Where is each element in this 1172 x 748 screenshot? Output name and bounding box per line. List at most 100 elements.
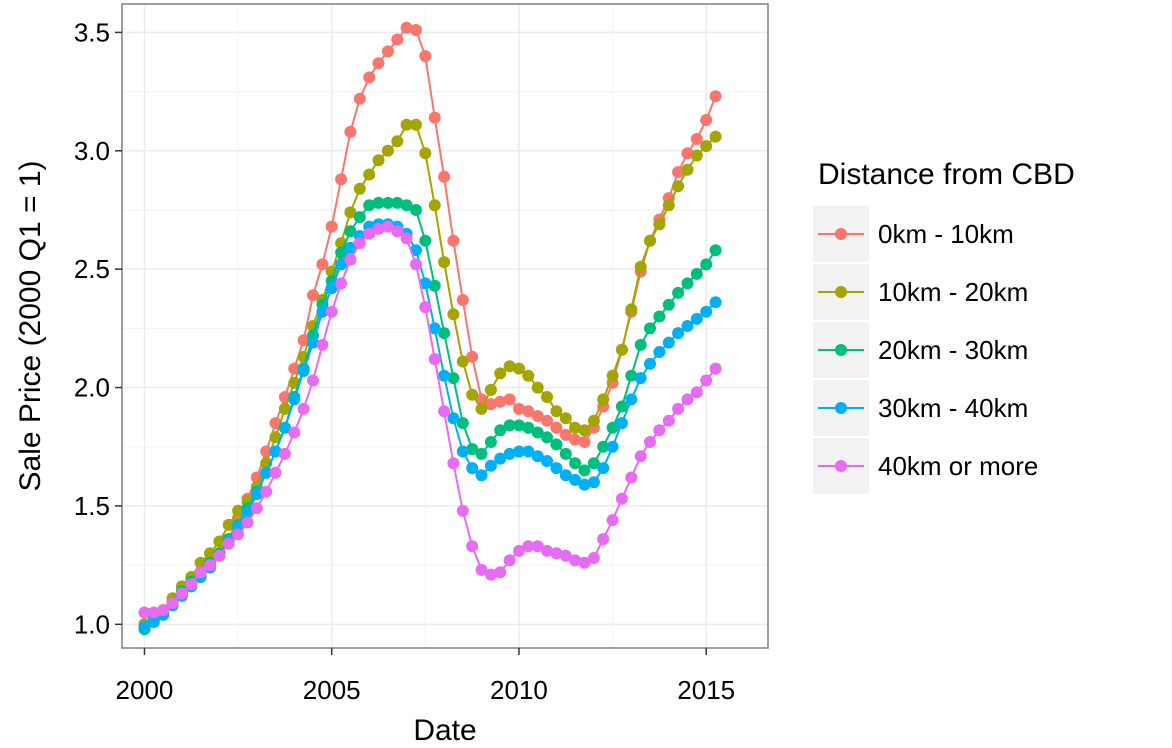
data-point: [288, 426, 301, 439]
data-point: [391, 225, 404, 238]
data-point: [531, 381, 544, 394]
data-point: [484, 398, 497, 411]
legend-key-point: [835, 286, 847, 298]
data-point: [587, 476, 600, 489]
data-point: [400, 118, 413, 131]
data-point: [325, 282, 338, 295]
data-point: [475, 563, 488, 576]
data-point: [550, 547, 563, 560]
data-point: [278, 421, 291, 434]
data-point: [484, 568, 497, 581]
data-point: [344, 253, 357, 266]
data-point: [147, 606, 160, 619]
data-point: [138, 620, 151, 633]
data-point: [344, 125, 357, 138]
data-point: [700, 374, 713, 387]
data-point: [681, 163, 694, 176]
data-point: [438, 256, 451, 269]
data-point: [410, 258, 422, 271]
data-point: [634, 338, 647, 351]
data-point: [569, 421, 582, 434]
y-tick-label: 3.5: [74, 17, 110, 47]
y-tick-label: 2.5: [74, 254, 110, 284]
data-point: [353, 92, 366, 105]
data-point: [541, 414, 553, 427]
data-point: [410, 118, 422, 131]
data-point: [550, 421, 563, 434]
data-point: [709, 362, 722, 375]
data-point: [690, 386, 703, 399]
data-point: [690, 133, 703, 145]
data-point: [522, 369, 535, 382]
data-point: [503, 447, 516, 460]
data-point: [494, 367, 507, 380]
data-point: [335, 246, 348, 259]
data-point: [456, 294, 469, 306]
data-point: [138, 606, 151, 619]
data-point: [625, 369, 638, 382]
data-point: [569, 457, 582, 470]
data-point: [400, 199, 413, 212]
legend-label: 40km or more: [878, 451, 1038, 481]
data-point: [653, 424, 666, 437]
data-point: [503, 360, 516, 373]
data-point: [166, 597, 179, 609]
data-point: [503, 393, 516, 406]
data-point: [597, 393, 610, 406]
data-point: [559, 412, 572, 425]
data-point: [513, 419, 525, 432]
data-point: [400, 232, 413, 245]
data-point: [232, 504, 245, 517]
grid: [122, 4, 768, 648]
data-point: [456, 445, 469, 458]
data-point: [456, 417, 469, 430]
data-point: [316, 305, 329, 318]
data-point: [232, 528, 245, 541]
data-point: [559, 549, 572, 562]
data-point: [494, 424, 507, 437]
data-point: [466, 540, 479, 553]
data-point: [700, 305, 713, 318]
legend-label: 30km - 40km: [878, 393, 1028, 423]
data-point: [662, 414, 675, 427]
data-point: [269, 431, 282, 444]
data-point: [634, 372, 647, 385]
data-point: [419, 234, 432, 247]
data-point: [428, 353, 441, 366]
data-point: [709, 90, 722, 103]
data-point: [372, 57, 385, 70]
data-point: [672, 166, 685, 179]
y-tick-label: 2.0: [74, 373, 110, 403]
data-point: [615, 400, 628, 413]
x-tick-label: 2010: [490, 675, 548, 705]
legend-key-point: [835, 402, 847, 414]
data-point: [709, 296, 722, 309]
data-point: [606, 369, 619, 382]
data-point: [391, 196, 404, 209]
data-point: [250, 502, 263, 515]
data-point: [615, 492, 628, 505]
x-tick-label: 2000: [116, 675, 174, 705]
data-point: [363, 71, 376, 84]
data-point: [157, 604, 170, 617]
data-point: [672, 180, 685, 193]
data-point: [250, 488, 263, 501]
data-point: [447, 457, 460, 470]
data-point: [204, 559, 216, 572]
data-point: [606, 421, 619, 434]
data-point: [597, 440, 610, 453]
data-point: [494, 452, 507, 465]
data-point: [372, 196, 385, 209]
data-point: [690, 267, 703, 280]
data-point: [447, 412, 460, 425]
data-point: [278, 402, 291, 415]
data-point: [662, 199, 675, 212]
plot-border: [121, 3, 769, 649]
data-point: [447, 308, 460, 321]
data-point: [578, 478, 591, 491]
data-point: [484, 436, 497, 448]
data-point: [578, 436, 591, 448]
data-point: [344, 225, 357, 238]
data-point: [428, 111, 441, 124]
data-point: [175, 587, 188, 600]
